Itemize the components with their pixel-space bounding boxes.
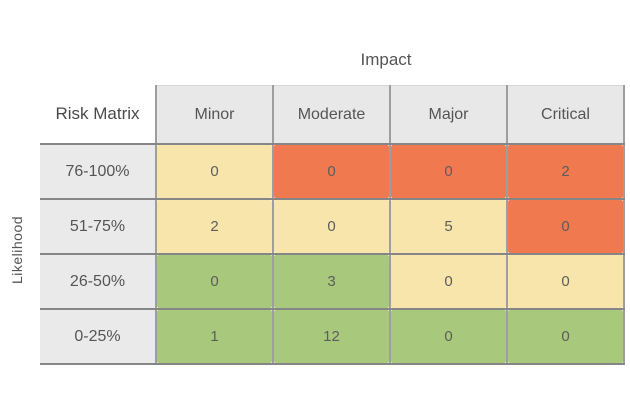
matrix-cell[interactable]: 0 [391,255,506,308]
matrix-cell[interactable]: 2 [508,145,623,198]
matrix-cell[interactable]: 0 [391,145,506,198]
row-label: 51-75% [40,199,156,255]
column-header-major: Major [389,85,507,145]
matrix-cell[interactable]: 3 [274,255,389,308]
matrix-row: 26-50% 0 3 0 0 [40,254,625,310]
matrix-cell[interactable]: 0 [274,145,389,198]
matrix-cell[interactable]: 0 [157,145,272,198]
matrix-cell-slot: 2 [506,144,625,200]
matrix-cell-slot: 2 [155,199,273,255]
matrix-cell-slot: 0 [155,254,273,310]
matrix-cell-slot: 0 [506,199,625,255]
matrix-cell-slot: 0 [506,309,625,365]
matrix-row: 76-100% 0 0 0 2 [40,144,625,200]
row-label: 76-100% [40,144,156,200]
likelihood-axis-title: Likelihood [9,215,25,284]
matrix-row: 51-75% 2 0 5 0 [40,199,625,255]
matrix-cell[interactable]: 0 [274,200,389,253]
matrix-header-row: Risk Matrix Minor Moderate Major Critical [40,85,625,145]
matrix-cell[interactable]: 12 [274,310,389,363]
row-label: 26-50% [40,254,156,310]
matrix-cell-slot: 12 [272,309,390,365]
matrix-cell[interactable]: 0 [157,255,272,308]
matrix-cell-slot: 3 [272,254,390,310]
matrix-cell[interactable]: 0 [391,310,506,363]
matrix-cell[interactable]: 5 [391,200,506,253]
matrix-cell-slot: 0 [506,254,625,310]
matrix-cell-slot: 1 [155,309,273,365]
matrix-cell[interactable]: 0 [508,255,623,308]
matrix-cell-slot: 0 [389,309,507,365]
matrix-cell-slot: 0 [272,144,390,200]
impact-axis-title: Impact [360,50,412,69]
row-label: 0-25% [40,309,156,365]
matrix-cell-slot: 0 [155,144,273,200]
matrix-cell-slot: 5 [389,199,507,255]
column-header-moderate: Moderate [272,85,390,145]
matrix-cell-slot: 0 [389,144,507,200]
matrix-row: 0-25% 1 12 0 0 [40,309,625,365]
matrix-cell[interactable]: 0 [508,310,623,363]
matrix-cell-slot: 0 [389,254,507,310]
column-header-minor: Minor [155,85,273,145]
matrix-cell[interactable]: 2 [157,200,272,253]
likelihood-axis-title-wrap: Likelihood [0,143,34,356]
matrix-cell[interactable]: 1 [157,310,272,363]
column-header-critical: Critical [506,85,625,145]
corner-label: Risk Matrix [40,85,156,145]
matrix-cell-slot: 0 [272,199,390,255]
matrix-cell[interactable]: 0 [508,200,623,253]
risk-matrix-table: Risk Matrix Minor Moderate Major Critical 76… [40,85,625,365]
